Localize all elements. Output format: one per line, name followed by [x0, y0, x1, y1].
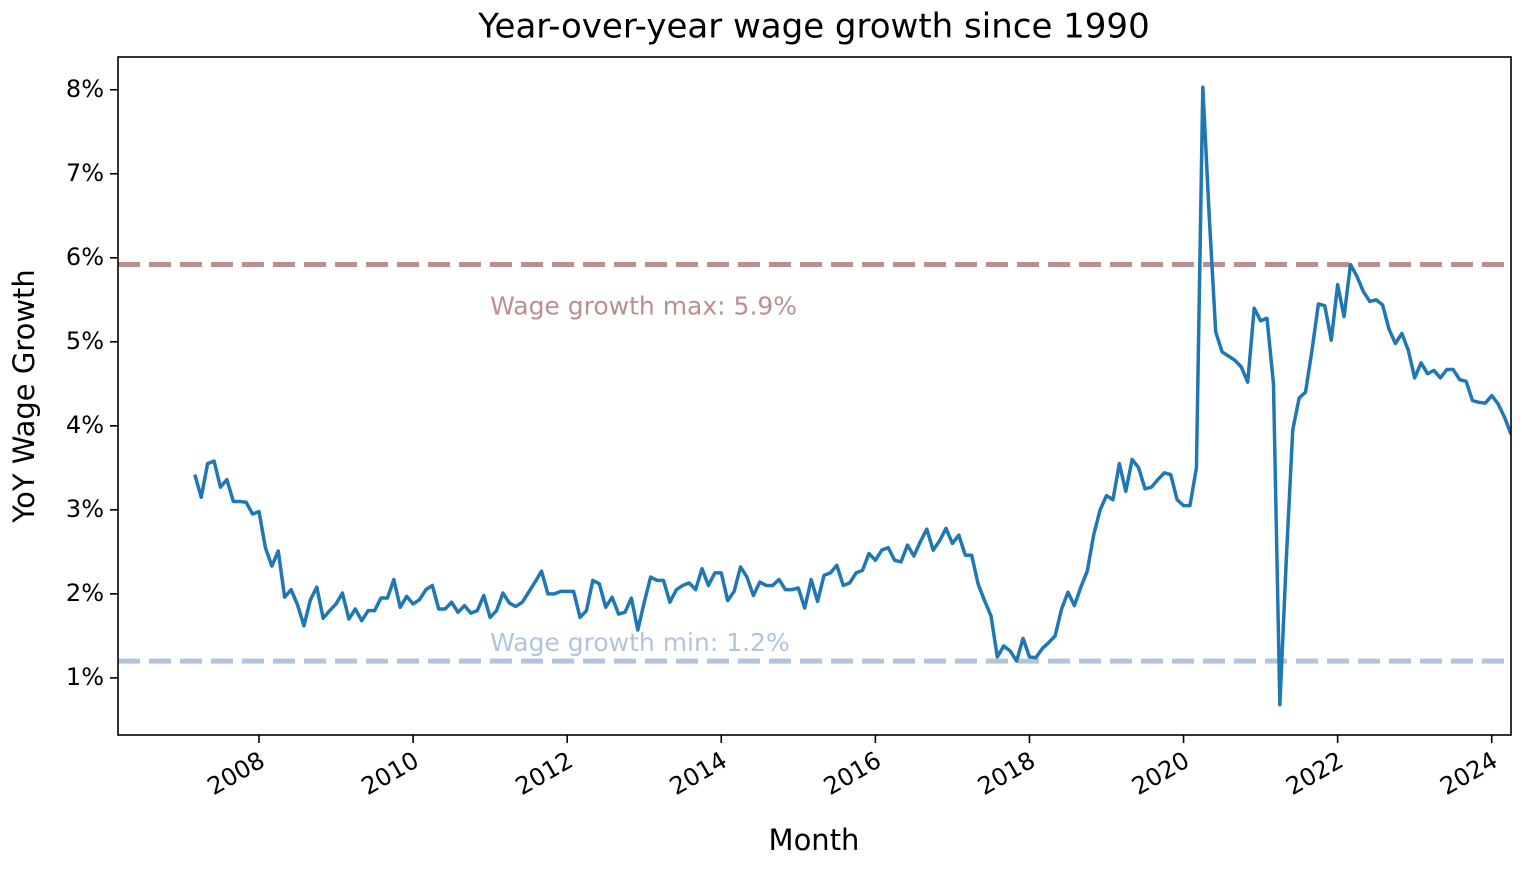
annotation: Wage growth min: 1.2% — [490, 628, 790, 657]
annotation: Wage growth max: 5.9% — [490, 292, 797, 321]
x-tick-label: 2022 — [1281, 746, 1348, 801]
x-tick-label: 2020 — [1127, 746, 1194, 801]
x-tick-label: 2014 — [665, 746, 732, 801]
x-tick-label: 2010 — [357, 746, 424, 801]
y-tick-label: 8% — [66, 75, 104, 103]
x-axis-label: Month — [769, 823, 860, 857]
y-tick-label: 1% — [66, 663, 104, 691]
y-tick-label: 2% — [66, 579, 104, 607]
x-tick-label: 2012 — [511, 746, 578, 801]
data-line — [193, 85, 1511, 707]
y-axis-label: YoY Wage Growth — [7, 269, 41, 524]
y-tick-label: 4% — [66, 411, 104, 439]
y-tick-label: 3% — [66, 495, 104, 523]
y-tick-label: 7% — [66, 159, 104, 187]
x-tick-label: 2008 — [203, 746, 270, 801]
plot-frame — [117, 56, 1512, 736]
x-tick-label: 2018 — [973, 746, 1040, 801]
x-tick-label: 2016 — [819, 746, 886, 801]
y-tick-label: 6% — [66, 243, 104, 271]
y-tick-label: 5% — [66, 327, 104, 355]
chart-title: Year-over-year wage growth since 1990 — [477, 7, 1149, 47]
x-tick-label: 2024 — [1435, 746, 1502, 801]
